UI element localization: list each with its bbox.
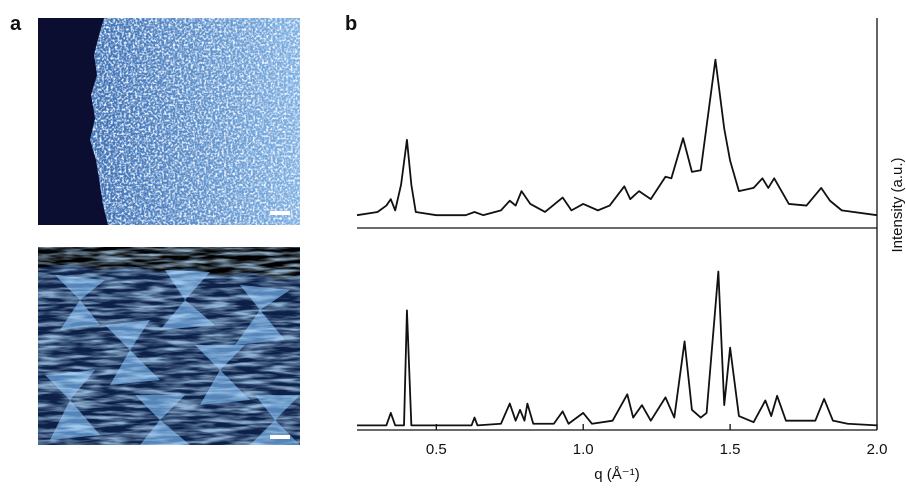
scale-bar: [270, 211, 290, 215]
x-axis-label: q (Å⁻¹): [594, 466, 639, 483]
x-tick-label: 0.5: [426, 441, 447, 458]
intensity-line: [356, 58, 878, 217]
panel-label: b: [345, 13, 357, 35]
y-axis-label: Intensity (a.u.): [889, 157, 906, 252]
micrograph-top: [38, 18, 300, 225]
scale-bar: [270, 435, 290, 439]
intensity-line: [357, 270, 878, 427]
panel-label: a: [10, 13, 22, 35]
x-tick-label: 1.0: [573, 441, 594, 458]
x-tick-label: 2.0: [867, 441, 888, 458]
micrograph-bottom: [38, 247, 300, 445]
x-tick-label: 1.5: [720, 441, 741, 458]
